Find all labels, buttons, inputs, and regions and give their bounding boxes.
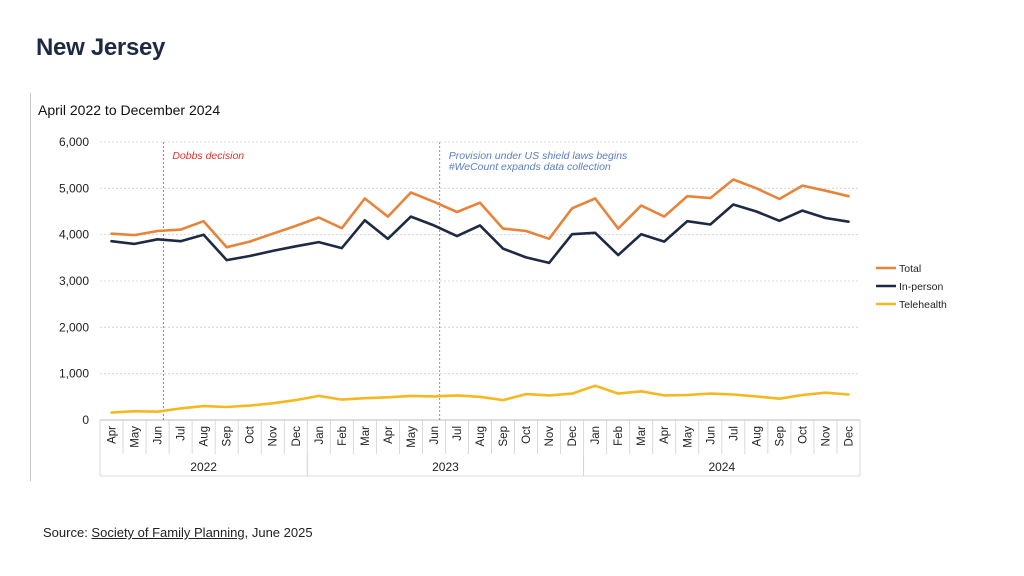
- x-tick-label: Jul: [728, 426, 740, 441]
- x-tick-label: Mar: [360, 426, 372, 446]
- x-tick-label: Nov: [544, 426, 556, 447]
- x-tick-label: Oct: [521, 425, 533, 444]
- x-tick-label: Dec: [567, 426, 579, 447]
- x-tick-label: Jul: [452, 426, 464, 441]
- x-tick-label: Aug: [199, 426, 211, 446]
- source-note: Source: Society of Family Planning, June…: [43, 525, 313, 540]
- y-tick-label: 6,000: [59, 135, 89, 149]
- x-tick-label: Nov: [820, 426, 832, 447]
- x-tick-label: Nov: [268, 426, 280, 447]
- source-suffix: , June 2025: [244, 525, 313, 540]
- series-line-telehealth: [110, 384, 850, 414]
- x-tick-label: Oct: [797, 425, 809, 444]
- x-tick-label: Sep: [498, 426, 510, 446]
- x-tick-label: Sep: [222, 426, 234, 446]
- x-tick-label: May: [406, 426, 418, 448]
- y-tick-label: 5,000: [59, 181, 89, 195]
- legend-label: Total: [899, 263, 921, 275]
- series-line-total: [110, 178, 850, 249]
- y-tick-label: 2,000: [59, 320, 89, 334]
- x-tick-label: Apr: [383, 426, 395, 444]
- x-tick-label: Dec: [291, 426, 303, 447]
- annotation-label: Dobbs decision: [172, 150, 244, 162]
- year-label: 2022: [190, 460, 217, 474]
- y-tick-label: 4,000: [59, 228, 89, 242]
- y-tick-label: 0: [82, 413, 89, 427]
- x-tick-label: Jun: [429, 426, 441, 445]
- x-tick-label: Dec: [843, 426, 855, 447]
- x-tick-label: Mar: [636, 426, 648, 446]
- x-tick-label: May: [130, 426, 142, 448]
- x-tick-label: Apr: [659, 426, 671, 444]
- series-line-in-person: [110, 203, 850, 265]
- y-tick-label: 1,000: [59, 367, 89, 381]
- page-title: New Jersey: [36, 34, 166, 61]
- y-tick-label: 3,000: [59, 274, 89, 288]
- source-prefix: Source:: [43, 525, 92, 540]
- x-tick-label: Aug: [751, 426, 763, 446]
- year-label: 2024: [708, 460, 735, 474]
- legend-label: In-person: [899, 281, 944, 293]
- frame-divider: [30, 93, 31, 481]
- x-tick-label: Feb: [613, 426, 625, 446]
- x-tick-label: Oct: [245, 425, 257, 444]
- legend-label: Telehealth: [899, 299, 947, 311]
- x-tick-label: Jun: [153, 426, 165, 445]
- annotation-label: #WeCount expands data collection: [449, 161, 611, 173]
- year-label: 2023: [432, 460, 459, 474]
- x-tick-label: Sep: [774, 426, 786, 446]
- x-tick-label: Feb: [337, 426, 349, 446]
- x-tick-label: Jun: [705, 426, 717, 445]
- x-tick-label: May: [682, 426, 694, 448]
- x-tick-label: Jan: [314, 426, 326, 445]
- annotation-label: Provision under US shield laws begins: [449, 150, 628, 162]
- x-tick-label: Jan: [590, 426, 602, 445]
- x-tick-label: Jul: [176, 426, 188, 441]
- x-tick-label: Aug: [475, 426, 487, 446]
- x-tick-label: Apr: [107, 426, 119, 444]
- source-link[interactable]: Society of Family Planning: [91, 525, 245, 540]
- chart-title: April 2022 to December 2024: [38, 102, 220, 118]
